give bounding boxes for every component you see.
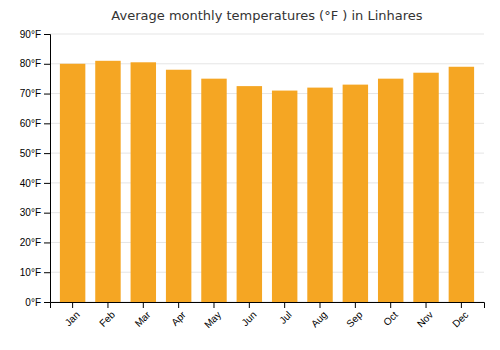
x-tick: Jan xyxy=(63,302,82,328)
y-tick: 0°F xyxy=(25,297,50,308)
y-tick-label: 20°F xyxy=(20,237,41,248)
x-tick: Nov xyxy=(415,302,435,329)
y-axis: 0°F 10°F 20°F 30°F 40°F 50°F 60°F 70°F 80°F 90°F xyxy=(20,29,51,308)
x-tick: Aug xyxy=(309,302,329,329)
y-tick: 50°F xyxy=(20,148,50,159)
bar xyxy=(343,85,368,302)
y-tick-label: 50°F xyxy=(20,148,41,159)
x-tick: Oct xyxy=(381,302,400,328)
x-tick-mark xyxy=(178,302,179,308)
y-tick-mark xyxy=(44,34,50,35)
bar xyxy=(378,79,403,302)
y-tick-mark xyxy=(44,64,50,65)
y-tick: 80°F xyxy=(20,58,50,69)
y-tick-label: 70°F xyxy=(20,88,41,99)
y-tick-label: 0°F xyxy=(25,297,41,308)
grid xyxy=(50,34,484,302)
x-tick-label: May xyxy=(202,309,223,330)
y-tick-label: 40°F xyxy=(20,178,41,189)
x-tick: Jun xyxy=(239,302,258,328)
bar xyxy=(95,61,120,302)
y-tick: 70°F xyxy=(20,88,50,99)
y-tick: 10°F xyxy=(20,267,50,278)
x-tick-mark xyxy=(143,302,144,308)
x-tick: Jul xyxy=(277,302,294,326)
chart: 0°F 10°F 20°F 30°F 40°F 50°F 60°F 70°F 80°F 90°F J… xyxy=(0,0,500,350)
y-tick-mark xyxy=(44,272,50,273)
x-tick: May xyxy=(202,302,223,330)
bars xyxy=(60,61,474,302)
y-axis-line xyxy=(44,35,51,303)
x-tick-label: Jul xyxy=(277,309,294,326)
y-tick-mark xyxy=(44,94,50,95)
x-tick-mark xyxy=(213,302,214,308)
x-tick-label: Jun xyxy=(239,309,258,328)
x-tick-mark xyxy=(426,302,427,308)
x-tick-label: Sep xyxy=(344,309,365,330)
y-tick-mark xyxy=(44,302,50,303)
x-tick: Mar xyxy=(133,302,153,329)
x-axis: Jan Feb Mar Apr May Jun Jul Aug Sep Oct Nov Dec xyxy=(51,302,485,330)
y-tick-mark xyxy=(44,123,50,124)
bar xyxy=(201,79,226,302)
x-tick: Feb xyxy=(97,302,117,329)
x-tick-mark xyxy=(249,302,250,308)
x-tick-mark xyxy=(461,302,462,308)
x-tick-mark xyxy=(72,302,73,308)
x-tick-label: Aug xyxy=(309,309,329,329)
x-tick-label: Mar xyxy=(133,309,153,329)
x-tick-mark xyxy=(284,302,285,308)
x-tick-label: Apr xyxy=(169,309,188,328)
bar xyxy=(131,62,156,302)
x-tick-mark xyxy=(390,302,391,308)
x-tick-mark xyxy=(320,302,321,308)
y-tick-mark xyxy=(44,242,50,243)
x-tick-label: Oct xyxy=(381,309,400,328)
x-tick-label: Jan xyxy=(63,309,82,328)
bar xyxy=(413,73,438,302)
y-tick-label: 60°F xyxy=(20,118,41,129)
x-axis-line xyxy=(51,303,485,309)
y-tick-label: 10°F xyxy=(20,267,41,278)
y-tick: 30°F xyxy=(20,207,50,218)
x-tick: Apr xyxy=(169,302,188,328)
plot: 0°F 10°F 20°F 30°F 40°F 50°F 60°F 70°F 80°F 90°F J… xyxy=(20,29,485,331)
y-tick: 60°F xyxy=(20,118,50,129)
bar xyxy=(166,70,191,302)
y-tick: 90°F xyxy=(20,29,50,40)
title: Average monthly temperatures (°F ) in Li… xyxy=(111,8,422,23)
y-tick-label: 90°F xyxy=(20,29,41,40)
x-tick-label: Nov xyxy=(415,309,435,329)
x-tick-label: Dec xyxy=(450,309,470,329)
y-tick: 20°F xyxy=(20,237,50,248)
x-tick-label: Feb xyxy=(97,309,117,329)
bar xyxy=(237,86,262,302)
y-tick-label: 30°F xyxy=(20,207,41,218)
x-tick-mark xyxy=(355,302,356,308)
grid-line xyxy=(50,34,484,35)
y-tick-mark xyxy=(44,213,50,214)
bar xyxy=(60,64,85,302)
y-tick: 40°F xyxy=(20,178,50,189)
x-tick-mark xyxy=(107,302,108,308)
bar xyxy=(449,67,474,302)
y-tick-mark xyxy=(44,183,50,184)
bar xyxy=(307,88,332,302)
x-tick: Sep xyxy=(344,302,365,329)
y-tick-label: 80°F xyxy=(20,58,41,69)
bar xyxy=(272,91,297,302)
y-tick-mark xyxy=(44,153,50,154)
x-tick: Dec xyxy=(450,302,470,329)
